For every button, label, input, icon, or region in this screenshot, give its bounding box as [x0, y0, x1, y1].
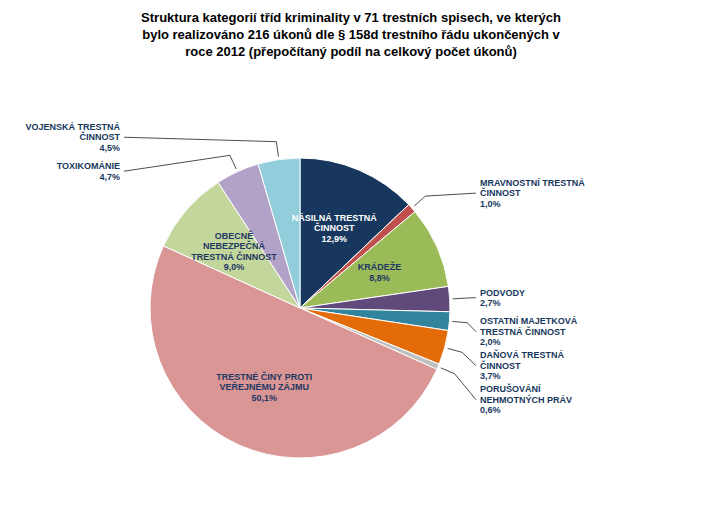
data-label: 50,1%: [251, 393, 277, 403]
data-label: 3,7%: [480, 371, 501, 381]
leader-line: [448, 348, 476, 365]
data-label: 9,0%: [224, 262, 245, 272]
leaders: [124, 137, 476, 399]
label-line: ČINNOST: [480, 187, 521, 198]
outside-label: DAŇOVÁ TRESTNÁČINNOST3,7%: [480, 349, 565, 381]
slice-category: PODVODY: [480, 288, 525, 298]
label-line: MRAVNOSTNÍ TRESTNÁ: [480, 178, 585, 188]
outside-label: VOJENSKÁ TRESTNÁČINNOST4,5%: [25, 122, 120, 153]
outside-label: MRAVNOSTNÍ TRESTNÁČINNOST1,0%: [480, 178, 585, 209]
inside-label: TRESTNÉ ČINY PROTIVEŘEJNÉMU ZÁJMU50,1%: [216, 371, 312, 403]
data-label: 2,7%: [480, 298, 501, 308]
label-line: TOXIKOMÁNIE: [57, 161, 120, 171]
label-line: ČINNOST: [314, 222, 355, 233]
outside-label: TOXIKOMÁNIE4,7%: [57, 161, 120, 182]
leader-line: [453, 298, 476, 299]
inside-label: NÁSILNÁ TRESTNÁČINNOST12,9%: [292, 213, 377, 244]
title-line: roce 2012 (přepočítaný podíl na celkový …: [185, 44, 517, 59]
slice-category: OBECNĚNEBEZPEČNÁTRESTNÁ ČINNOST: [191, 230, 277, 262]
chart: Struktura kategorií tříd kriminality v 7…: [0, 0, 702, 531]
label-line: ČINNOST: [480, 360, 521, 371]
slice-category: TRESTNÉ ČINY PROTIVEŘEJNÉMU ZÁJMU: [216, 371, 312, 393]
slice-category: KRÁDEŽE: [358, 261, 402, 272]
inside-label: KRÁDEŽE8,8%: [358, 261, 402, 283]
label-line: PORUŠOVÁNÍ: [480, 383, 541, 394]
slice-category: TOXIKOMÁNIE: [57, 161, 120, 171]
title: Struktura kategorií tříd kriminality v 7…: [141, 10, 561, 59]
inside-label: OBECNĚNEBEZPEČNÁTRESTNÁ ČINNOST9,0%: [191, 230, 277, 273]
data-label: 4,7%: [99, 172, 120, 182]
data-label: 0,6%: [480, 405, 501, 415]
label-line: KRÁDEŽE: [358, 261, 402, 272]
data-label: 8,8%: [369, 273, 390, 283]
label-line: TRESTNÁ ČINNOST: [191, 251, 277, 262]
title-line: Struktura kategorií tříd kriminality v 7…: [141, 10, 561, 25]
slice-category: MRAVNOSTNÍ TRESTNÁČINNOST: [480, 178, 585, 199]
label-line: OSTATNÍ MAJETKOVÁ: [480, 316, 578, 326]
label-line: NEHMOTNÝCH PRÁV: [480, 394, 572, 405]
pie: NÁSILNÁ TRESTNÁČINNOST12,9%KRÁDEŽE8,8%TR…: [25, 122, 585, 458]
slices: [150, 158, 450, 458]
slice: [258, 158, 300, 308]
leader-line: [441, 368, 476, 400]
outside-label: OSTATNÍ MAJETKOVÁTRESTNÁ ČINNOST2,0%: [480, 316, 578, 347]
label-line: DAŇOVÁ TRESTNÁ: [480, 349, 565, 360]
label-line: ČINNOST: [80, 131, 121, 142]
data-label: 4,5%: [99, 143, 120, 153]
labels: NÁSILNÁ TRESTNÁČINNOST12,9%KRÁDEŽE8,8%TR…: [25, 122, 585, 415]
slice-category: DAŇOVÁ TRESTNÁČINNOST: [480, 349, 565, 371]
label-line: TRESTNÁ ČINNOST: [480, 326, 566, 337]
label-line: NÁSILNÁ TRESTNÁ: [292, 213, 377, 223]
slice: [300, 286, 450, 311]
label-line: PODVODY: [480, 288, 525, 298]
leader-line: [452, 321, 476, 331]
label-line: VEŘEJNÉMU ZÁJMU: [219, 381, 309, 392]
slice-category: OSTATNÍ MAJETKOVÁTRESTNÁ ČINNOST: [480, 316, 578, 337]
label-line: TRESTNÉ ČINY PROTI: [216, 371, 312, 382]
data-label: 1,0%: [480, 199, 501, 209]
slice-category: NÁSILNÁ TRESTNÁČINNOST: [292, 213, 377, 234]
slice-category: PORUŠOVÁNÍNEHMOTNÝCH PRÁV: [480, 383, 572, 405]
leader-line: [124, 155, 236, 171]
label-line: NEBEZPEČNÁ: [203, 240, 266, 251]
leader-line: [414, 193, 476, 206]
outside-label: PODVODY2,7%: [480, 288, 525, 309]
label-line: OBECNĚ: [215, 230, 254, 241]
slice-category: VOJENSKÁ TRESTNÁČINNOST: [25, 122, 120, 143]
label-line: VOJENSKÁ TRESTNÁ: [25, 122, 120, 132]
outside-label: PORUŠOVÁNÍNEHMOTNÝCH PRÁV0,6%: [480, 383, 572, 415]
leader-line: [124, 137, 278, 156]
data-label: 2,0%: [480, 337, 501, 347]
data-label: 12,9%: [322, 234, 348, 244]
title-line: bylo realizováno 216 úkonů dle § 158d tr…: [142, 27, 560, 42]
